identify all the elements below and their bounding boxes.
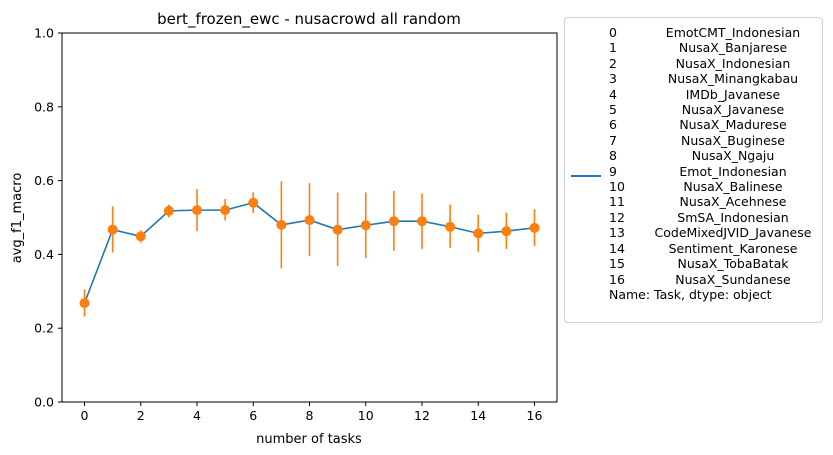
x-tick-label: 16 (527, 408, 543, 423)
data-point (220, 205, 231, 216)
legend-row: 1 NusaX_Banjarese (609, 40, 823, 55)
legend-row: 5 NusaX_Javanese (609, 102, 823, 117)
data-point (135, 231, 146, 242)
legend-row: 16 NusaX_Sundanese (609, 272, 823, 287)
legend-footer: Name: Task, dtype: object (609, 286, 772, 302)
data-point (304, 215, 315, 226)
data-point (388, 216, 399, 227)
legend-row: 3 NusaX_Minangkabau (609, 71, 823, 86)
legend-row: 0 EmotCMT_Indonesian (609, 25, 823, 40)
x-tick-label: 10 (358, 408, 374, 423)
legend-row: 11 NusaX_Acehnese (609, 194, 823, 209)
y-tick-label: 0.4 (34, 247, 54, 262)
x-tick-label: 8 (306, 408, 314, 423)
legend-row-index: 14 (609, 240, 625, 256)
data-point (107, 224, 118, 235)
data-point (417, 216, 427, 227)
legend-row-task: NusaX_Ngaju (691, 148, 775, 164)
legend-row-index: 7 (609, 132, 617, 148)
legend-row-index: 16 (609, 271, 625, 287)
data-point (473, 228, 484, 239)
x-tick-label: 2 (137, 408, 145, 423)
legend-row-index: 1 (609, 40, 617, 56)
legend-row-task: NusaX_Minangkabau (667, 71, 799, 87)
x-tick-label: 0 (81, 408, 89, 423)
legend-row-task: NusaX_Javanese (681, 102, 785, 118)
legend-row-task: NusaX_Madurese (679, 117, 787, 133)
y-axis-ticks: 0.0 0.2 0.4 0.6 0.8 1.0 (34, 26, 62, 410)
x-tick-label: 12 (414, 408, 430, 423)
data-point (192, 205, 202, 216)
legend-row: 15 NusaX_TobaBatak (609, 256, 823, 271)
legend-row: 4 IMDb_Javanese (609, 87, 823, 102)
series-markers (79, 197, 540, 309)
data-point (79, 298, 90, 309)
legend: 0 EmotCMT_Indonesian 1 NusaX_Banjarese 2 Nusa… (564, 17, 823, 323)
x-tick-label: 14 (470, 408, 486, 423)
legend-row-index: 6 (609, 117, 617, 133)
legend-row-task: NusaX_TobaBatak (677, 256, 789, 272)
data-point (445, 221, 456, 232)
legend-label: 0 EmotCMT_Indonesian 1 NusaX_Banjarese 2 Nusa… (609, 25, 823, 302)
legend-row-index: 5 (609, 102, 617, 118)
plot-frame (61, 32, 558, 403)
legend-row: 2 NusaX_Indonesian (609, 56, 823, 71)
legend-row: 7 NusaX_Buginese (609, 133, 823, 148)
data-point (529, 222, 540, 233)
legend-row-index: 2 (609, 55, 617, 71)
x-axis-label: number of tasks (256, 432, 362, 447)
legend-row-task: Sentiment_Karonese (668, 240, 798, 256)
x-tick-label: 4 (193, 408, 201, 423)
legend-rows: 0 EmotCMT_Indonesian 1 NusaX_Banjarese 2 Nusa… (609, 25, 823, 287)
legend-row: 14 Sentiment_Karonese (609, 241, 823, 256)
legend-row-index: 15 (609, 256, 625, 272)
legend-row-index: 8 (609, 148, 617, 164)
y-tick-label: 0.8 (34, 99, 54, 114)
legend-row-task: Emot_Indonesian (679, 163, 787, 179)
legend-row-task: NusaX_Sundanese (675, 271, 791, 287)
legend-row-index: 4 (609, 86, 617, 102)
legend-row-index: 11 (609, 194, 625, 210)
legend-row: 6 NusaX_Madurese (609, 117, 823, 132)
x-tick-label: 6 (249, 408, 257, 423)
legend-row: 13 CodeMixedJVID_Javanese (609, 225, 823, 240)
legend-row-task: NusaX_Balinese (683, 179, 783, 195)
y-tick-label: 0.2 (34, 321, 54, 336)
legend-row: 10 NusaX_Balinese (609, 179, 823, 194)
legend-row-index: 0 (609, 25, 617, 40)
legend-row: 8 NusaX_Ngaju (609, 148, 823, 163)
y-tick-label: 0.0 (34, 395, 54, 410)
legend-row-task: NusaX_Indonesian (675, 55, 791, 71)
legend-row-index: 12 (609, 209, 625, 225)
chart-title: bert_frozen_ewc - nusacrowd all random (157, 10, 461, 29)
data-point (276, 219, 287, 230)
x-axis-ticks: 0 2 4 6 8 10 12 14 16 (81, 402, 543, 423)
data-point (332, 224, 343, 235)
legend-line-swatch (571, 175, 601, 177)
legend-row-task: NusaX_Banjarese (678, 40, 788, 56)
data-point (248, 197, 259, 208)
error-bars (83, 181, 536, 317)
legend-row-task: CodeMixedJVID_Javanese (654, 225, 812, 241)
y-axis-label: avg_f1_macro (10, 173, 25, 264)
legend-row-index: 13 (609, 225, 625, 241)
legend-row-index: 3 (609, 71, 617, 87)
legend-row: 12 SmSA_Indonesian (609, 210, 823, 225)
y-tick-label: 1.0 (34, 26, 54, 41)
legend-row-task: NusaX_Acehnese (679, 194, 787, 210)
legend-row-task: SmSA_Indonesian (677, 209, 789, 225)
data-point (501, 226, 512, 237)
data-point (163, 205, 174, 216)
legend-row-index: 9 (609, 163, 617, 179)
data-point (360, 220, 371, 231)
legend-row: 9 Emot_Indonesian (609, 164, 823, 179)
legend-row-task: EmotCMT_Indonesian (665, 25, 801, 40)
legend-row-task: NusaX_Buginese (681, 132, 785, 148)
y-tick-label: 0.6 (34, 173, 54, 188)
legend-row-index: 10 (609, 179, 625, 195)
legend-row-task: IMDb_Javanese (685, 86, 781, 102)
